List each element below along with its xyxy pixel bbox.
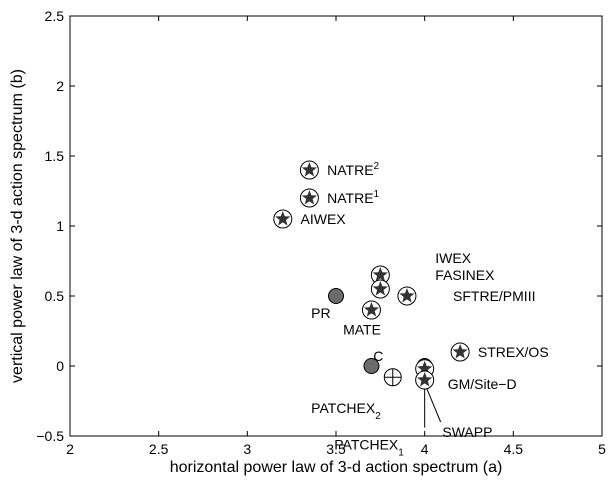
leader-line-swapp <box>425 385 442 423</box>
y-tick-label: 2.5 <box>45 8 65 24</box>
point-label: SWAPP <box>442 424 492 440</box>
point-label: GM/Site−D <box>448 376 517 392</box>
y-tick-label: 1.5 <box>45 148 65 164</box>
star-marker <box>372 267 388 282</box>
filled-circle-marker <box>328 288 344 304</box>
x-axis-title: horizontal power law of 3-d action spect… <box>170 459 503 476</box>
point-label: C <box>373 348 383 364</box>
point-label: FASINEX <box>435 267 495 283</box>
x-tick-label: 4 <box>421 441 429 457</box>
star-marker <box>301 162 318 177</box>
y-tick-label: 0 <box>56 358 64 374</box>
leader-lines <box>424 385 442 428</box>
x-tick-label: 5 <box>598 441 606 457</box>
x-tick-label: 4.5 <box>504 441 524 457</box>
point-label: SFTRE/PMIII <box>453 288 535 304</box>
point-label: MATE <box>343 322 381 338</box>
x-tick-label: 3.5 <box>326 441 346 457</box>
y-tick-label: 0.5 <box>45 288 65 304</box>
data-points <box>273 160 470 390</box>
y-tick-label: 1 <box>56 218 64 234</box>
y-tick-label: 2 <box>56 78 64 94</box>
star-marker <box>399 288 415 303</box>
point-label: PATCHEX1 <box>334 436 404 458</box>
y-tick-label: −0.5 <box>36 428 64 444</box>
point-label: NATRE1 <box>327 189 379 206</box>
point-label: NATRE2 <box>327 161 379 178</box>
y-axis-title: vertical power law of 3-d action spectru… <box>9 69 26 383</box>
star-marker <box>417 360 433 376</box>
x-tick-label: 2.5 <box>149 441 169 457</box>
point-label: IWEX <box>435 250 471 266</box>
point-label: STREX/OS <box>478 344 549 360</box>
point-label: PATCHEX2 <box>311 400 381 422</box>
x-tick-label: 3 <box>243 441 251 457</box>
point-label: PR <box>311 305 330 321</box>
star-marker <box>417 372 433 387</box>
star-marker <box>301 190 318 205</box>
star-marker <box>275 211 291 226</box>
star-marker <box>372 281 388 296</box>
x-tick-label: 2 <box>66 441 74 457</box>
star-marker <box>452 344 468 359</box>
star-marker <box>363 302 380 317</box>
filled-circle-marker <box>363 358 380 374</box>
axis-ticks: 2 2.5 3 3.5 4 4.5 5 −0.5 0 0.5 1 1.5 2 2.5 <box>36 8 606 457</box>
point-label: AIWEX <box>301 211 347 227</box>
